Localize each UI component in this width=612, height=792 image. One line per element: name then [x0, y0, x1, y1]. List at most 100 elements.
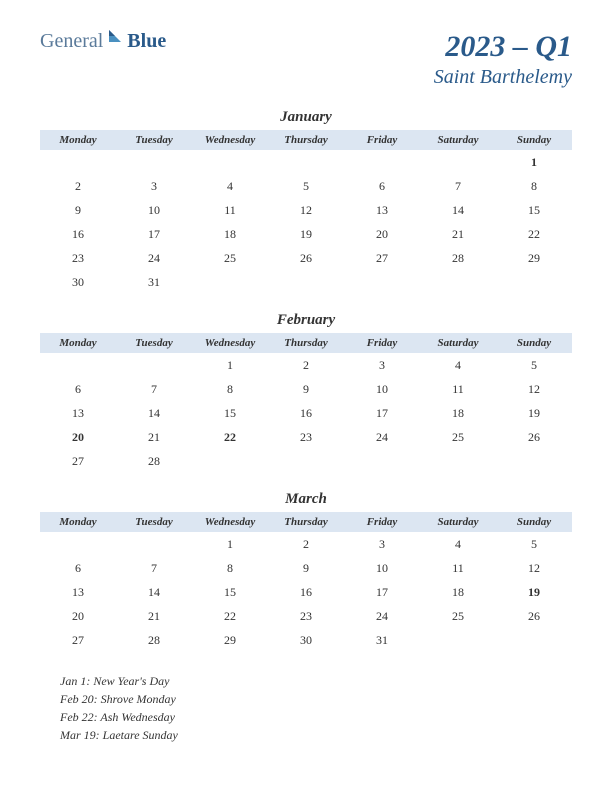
- day-cell: 9: [268, 377, 344, 401]
- month-block: JanuaryMondayTuesdayWednesdayThursdayFri…: [40, 109, 572, 294]
- day-header: Tuesday: [116, 130, 192, 150]
- day-cell: 15: [496, 198, 572, 222]
- day-cell: 8: [496, 174, 572, 198]
- day-cell: 1: [192, 532, 268, 556]
- day-cell: 2: [268, 353, 344, 377]
- day-cell: [40, 532, 116, 556]
- day-cell: 16: [40, 222, 116, 246]
- day-cell: 24: [116, 246, 192, 270]
- day-header: Monday: [40, 130, 116, 150]
- day-cell: 22: [192, 604, 268, 628]
- day-cell: 4: [192, 174, 268, 198]
- day-cell: 21: [116, 604, 192, 628]
- day-cell: 17: [116, 222, 192, 246]
- day-cell: 28: [420, 246, 496, 270]
- table-row: 12345: [40, 353, 572, 377]
- day-cell: 9: [268, 556, 344, 580]
- day-cell: 27: [40, 628, 116, 652]
- day-cell: 13: [40, 401, 116, 425]
- table-row: 9101112131415: [40, 198, 572, 222]
- day-cell: 21: [116, 425, 192, 449]
- day-cell: 6: [40, 377, 116, 401]
- logo-text-1: General: [40, 30, 103, 53]
- table-row: 16171819202122: [40, 222, 572, 246]
- holiday-note: Mar 19: Laetare Sunday: [60, 726, 572, 744]
- day-header: Thursday: [268, 512, 344, 532]
- day-cell: 25: [192, 246, 268, 270]
- day-cell: 26: [268, 246, 344, 270]
- day-cell: 2: [268, 532, 344, 556]
- table-row: 6789101112: [40, 377, 572, 401]
- logo: General Blue: [40, 30, 166, 53]
- day-header: Tuesday: [116, 333, 192, 353]
- day-cell: 29: [496, 246, 572, 270]
- day-cell: 18: [420, 401, 496, 425]
- day-cell: 23: [268, 425, 344, 449]
- calendars-container: JanuaryMondayTuesdayWednesdayThursdayFri…: [40, 109, 572, 652]
- day-cell: [420, 150, 496, 174]
- day-cell: 9: [40, 198, 116, 222]
- holiday-note: Feb 22: Ash Wednesday: [60, 708, 572, 726]
- calendar-table: MondayTuesdayWednesdayThursdayFridaySatu…: [40, 333, 572, 473]
- day-cell: 28: [116, 449, 192, 473]
- day-header: Monday: [40, 512, 116, 532]
- day-cell: 17: [344, 580, 420, 604]
- day-cell: 24: [344, 425, 420, 449]
- day-header: Friday: [344, 333, 420, 353]
- day-cell: [40, 150, 116, 174]
- day-cell: 15: [192, 401, 268, 425]
- logo-text-2: Blue: [127, 30, 166, 53]
- day-header: Sunday: [496, 512, 572, 532]
- day-cell: [268, 150, 344, 174]
- day-cell: 30: [268, 628, 344, 652]
- day-header: Wednesday: [192, 333, 268, 353]
- day-cell: [420, 449, 496, 473]
- day-header: Friday: [344, 130, 420, 150]
- day-cell: 30: [40, 270, 116, 294]
- day-cell: [116, 150, 192, 174]
- day-cell: 8: [192, 556, 268, 580]
- day-cell: 31: [344, 628, 420, 652]
- day-cell: 12: [496, 556, 572, 580]
- calendar-table: MondayTuesdayWednesdayThursdayFridaySatu…: [40, 512, 572, 652]
- day-cell: [192, 449, 268, 473]
- day-cell: 26: [496, 425, 572, 449]
- day-header: Saturday: [420, 512, 496, 532]
- day-cell: 1: [192, 353, 268, 377]
- day-cell: 7: [420, 174, 496, 198]
- day-cell: 3: [344, 353, 420, 377]
- day-cell: 11: [192, 198, 268, 222]
- day-cell: 14: [116, 580, 192, 604]
- logo-icon: [107, 26, 125, 49]
- day-cell: 26: [496, 604, 572, 628]
- day-cell: [40, 353, 116, 377]
- table-row: 20212223242526: [40, 425, 572, 449]
- day-cell: [496, 628, 572, 652]
- day-cell: 10: [344, 556, 420, 580]
- region-title: Saint Barthelemy: [434, 66, 572, 89]
- month-block: MarchMondayTuesdayWednesdayThursdayFrida…: [40, 491, 572, 652]
- day-cell: 13: [40, 580, 116, 604]
- holiday-note: Feb 20: Shrove Monday: [60, 690, 572, 708]
- day-header: Sunday: [496, 130, 572, 150]
- month-block: FebruaryMondayTuesdayWednesdayThursdayFr…: [40, 312, 572, 473]
- day-cell: 17: [344, 401, 420, 425]
- day-cell: 18: [420, 580, 496, 604]
- day-cell: 25: [420, 425, 496, 449]
- holiday-note: Jan 1: New Year's Day: [60, 672, 572, 690]
- day-cell: 2: [40, 174, 116, 198]
- day-cell: 22: [192, 425, 268, 449]
- day-header: Sunday: [496, 333, 572, 353]
- day-cell: 11: [420, 377, 496, 401]
- day-header: Thursday: [268, 333, 344, 353]
- day-header: Wednesday: [192, 130, 268, 150]
- day-cell: 24: [344, 604, 420, 628]
- day-cell: 10: [116, 198, 192, 222]
- day-cell: 6: [344, 174, 420, 198]
- day-cell: 3: [116, 174, 192, 198]
- day-cell: 4: [420, 532, 496, 556]
- day-cell: 22: [496, 222, 572, 246]
- day-cell: 5: [496, 353, 572, 377]
- table-row: 13141516171819: [40, 580, 572, 604]
- header: General Blue 2023 – Q1 Saint Barthelemy: [40, 30, 572, 89]
